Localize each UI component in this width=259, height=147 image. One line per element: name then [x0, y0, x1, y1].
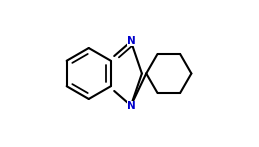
Text: N: N	[127, 36, 136, 46]
Text: N: N	[127, 101, 136, 111]
